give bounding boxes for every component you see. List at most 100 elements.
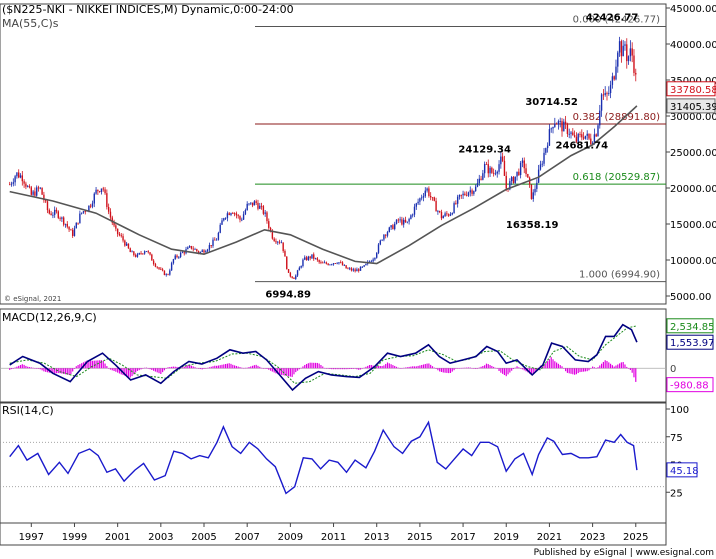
- time-axis-tick-label: 2015: [407, 532, 432, 543]
- macd-histogram-bar: [455, 368, 457, 369]
- price-candle: [266, 212, 268, 222]
- price-candle: [194, 249, 196, 250]
- macd-histogram-bar: [183, 366, 185, 369]
- price-candle: [426, 188, 428, 191]
- price-candle: [93, 193, 95, 204]
- price-candle: [181, 252, 184, 254]
- macd-histogram-bar: [73, 368, 76, 369]
- price-candle: [570, 132, 572, 134]
- macd-histogram-bar: [604, 360, 606, 369]
- price-candle: [620, 41, 623, 57]
- macd-histogram-bar: [64, 368, 67, 375]
- price-candle: [278, 241, 281, 243]
- price-candle: [534, 188, 536, 193]
- price-candle: [73, 228, 76, 236]
- price-candle: [41, 187, 43, 195]
- price-candle: [228, 213, 230, 215]
- macd-histogram-bar: [323, 367, 326, 369]
- macd-histogram-bar: [187, 365, 189, 369]
- price-candle: [287, 269, 290, 273]
- macd-histogram-bar: [466, 367, 468, 369]
- price-candle: [464, 193, 466, 195]
- macd-histogram-bar: [431, 366, 434, 369]
- macd-histogram-bar: [163, 368, 166, 371]
- price-candle: [127, 243, 130, 249]
- macd-value-tag-box: [666, 377, 714, 393]
- macd-histogram-bar: [109, 368, 112, 370]
- macd-histogram-bar: [388, 363, 390, 369]
- price-candle: [606, 93, 608, 94]
- price-y-tick-label: 5000.00: [670, 292, 711, 303]
- price-annotation: 30714.52: [525, 97, 578, 108]
- macd-histogram-bar: [473, 368, 475, 369]
- price-candle: [377, 244, 380, 253]
- macd-histogram-bar: [311, 362, 313, 369]
- macd-histogram-bar: [404, 367, 407, 369]
- macd-histogram-bar: [68, 368, 70, 375]
- macd-histogram-bar: [590, 368, 592, 369]
- macd-histogram-bar: [485, 363, 488, 369]
- price-candle: [167, 274, 169, 276]
- price-candle: [120, 235, 122, 237]
- price-candle: [136, 254, 139, 257]
- price-candle: [304, 257, 306, 260]
- price-candle: [509, 181, 511, 190]
- macd-histogram-bar: [599, 365, 601, 369]
- ma-last-tag-box: [666, 98, 716, 114]
- price-candle: [635, 72, 637, 75]
- macd-histogram-bar: [63, 368, 65, 374]
- macd-histogram-bar: [212, 366, 214, 369]
- macd-histogram-bar: [608, 362, 610, 369]
- price-candle: [537, 169, 540, 183]
- price-candle: [190, 246, 193, 249]
- macd-histogram-bar: [102, 361, 104, 369]
- price-candle: [253, 201, 256, 206]
- macd-histogram-bar: [318, 363, 320, 369]
- price-candle: [410, 215, 412, 219]
- price-y-tick-label: 15000.00: [670, 220, 716, 231]
- price-candle: [489, 167, 491, 174]
- macd-histogram-bar: [100, 360, 103, 369]
- price-candle: [118, 233, 121, 236]
- macd-histogram-bar: [502, 368, 504, 374]
- price-candle: [316, 258, 319, 261]
- price-candle: [395, 219, 398, 224]
- macd-histogram-bar: [609, 363, 612, 369]
- price-y-tick-label: 25000.00: [670, 148, 716, 159]
- macd-histogram-bar: [403, 367, 405, 369]
- macd-histogram-bar: [165, 368, 167, 369]
- macd-histogram-bar: [10, 368, 13, 370]
- macd-histogram-bar: [530, 368, 533, 375]
- price-candle: [246, 203, 248, 211]
- macd-value-tag: 0: [670, 364, 676, 375]
- price-candle: [383, 234, 385, 240]
- macd-histogram-bar: [602, 361, 604, 369]
- macd-histogram-bar: [46, 368, 49, 373]
- last-price-tag-box: [666, 81, 716, 97]
- macd-histogram-bar: [127, 368, 130, 377]
- price-candle: [546, 145, 549, 149]
- price-candle: [230, 213, 232, 215]
- price-candle: [176, 255, 178, 258]
- price-candle: [59, 217, 61, 219]
- price-candle: [300, 265, 302, 268]
- price-candle: [102, 188, 104, 190]
- macd-histogram-bar: [570, 368, 572, 374]
- price-candle: [277, 241, 279, 243]
- macd-histogram-bar: [284, 368, 286, 376]
- macd-histogram-bar: [394, 365, 396, 369]
- price-candle: [32, 191, 34, 195]
- macd-histogram-bar: [595, 367, 597, 369]
- time-axis-tick-label: 2011: [321, 532, 346, 543]
- price-candle: [521, 160, 524, 163]
- macd-histogram-bar: [39, 368, 41, 370]
- price-candle: [260, 205, 263, 207]
- price-candle: [584, 135, 587, 139]
- price-candle: [142, 253, 144, 255]
- price-candle: [82, 211, 85, 213]
- price-candle: [30, 187, 33, 195]
- price-candle: [327, 263, 329, 266]
- price-candle: [336, 263, 338, 265]
- price-candle: [77, 222, 79, 224]
- macd-histogram-bar: [158, 368, 160, 374]
